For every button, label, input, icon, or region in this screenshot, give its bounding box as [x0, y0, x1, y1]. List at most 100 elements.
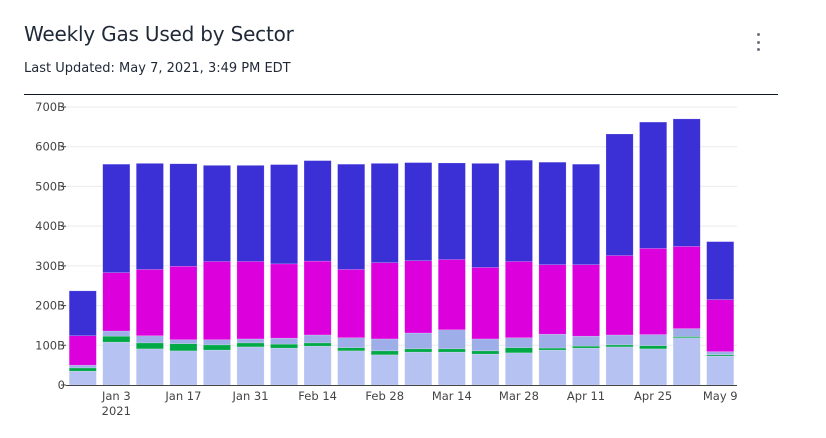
bar-segment: [572, 345, 600, 349]
x-tick-label: Mar 14: [432, 389, 472, 403]
bar-stack: [68, 290, 97, 386]
bar-stack: [270, 164, 298, 386]
bar-segment: [505, 261, 533, 338]
bar-segment: [68, 364, 97, 369]
bar-stack: [538, 161, 567, 386]
x-tick-label: Feb 28: [365, 389, 404, 403]
y-tick-label: 600B: [35, 140, 65, 154]
bar-stack: [370, 163, 399, 386]
bar-segment: [236, 261, 265, 340]
bar-stack: [706, 241, 735, 386]
bar-segment: [538, 264, 567, 335]
bar-segment: [572, 163, 600, 265]
bar-segment: [270, 347, 298, 386]
bar-stack: [203, 165, 231, 386]
bar-segment: [404, 260, 433, 334]
bar-segment: [303, 345, 332, 386]
bar-segment: [706, 355, 735, 386]
bar-segment: [437, 351, 466, 386]
x-tick-label: May 9: [703, 389, 738, 403]
x-tick-label: Jan 31: [232, 389, 269, 403]
bar-segment: [68, 370, 97, 386]
bar-segment: [102, 335, 131, 343]
bar-segment: [538, 161, 567, 265]
x-tick-label: Jan 3: [101, 389, 131, 403]
bar-segment: [437, 259, 466, 331]
bar-segment: [437, 348, 466, 353]
bar-segment: [68, 335, 97, 366]
bar-segment: [404, 348, 433, 353]
bar-segment: [236, 165, 265, 262]
bar-stack: [471, 163, 500, 386]
bar-stack: [236, 165, 265, 386]
bar-segment: [236, 346, 265, 386]
bar-stack: [437, 162, 466, 386]
chart-title: Weekly Gas Used by Sector: [24, 22, 294, 46]
bar-segment: [505, 159, 533, 262]
bar-segment: [572, 264, 600, 337]
bar-segment: [672, 328, 701, 337]
bar-stack: [169, 163, 198, 386]
bar-segment: [102, 341, 131, 386]
bar-segment: [605, 255, 634, 336]
kebab-menu-icon[interactable]: [748, 30, 768, 54]
bar-segment: [437, 162, 466, 260]
bar-segment: [337, 337, 366, 348]
bar-segment: [203, 339, 231, 346]
bar-segment: [471, 350, 500, 355]
last-updated: Last Updated: May 7, 2021, 3:49 PM EDT: [24, 61, 291, 76]
bar-segment: [538, 347, 567, 351]
bar-segment: [68, 367, 97, 372]
bar-segment: [169, 343, 198, 352]
bar-segment: [270, 343, 298, 349]
y-tick-label: 400B: [35, 219, 65, 233]
bar-segment: [404, 351, 433, 386]
bar-segment: [605, 346, 634, 386]
bar-segment: [102, 163, 131, 273]
bar-segment: [337, 163, 366, 270]
bar-segment: [270, 164, 298, 265]
bar-segment: [68, 290, 97, 337]
bar-segment: [169, 163, 198, 267]
bar-segment: [672, 118, 701, 247]
bar-segment: [437, 329, 466, 350]
bar-stack: [136, 163, 164, 386]
bar-stack: [605, 133, 634, 386]
y-tick-label: 500B: [35, 179, 65, 193]
bar-stack: [337, 163, 366, 386]
bar-segment: [605, 334, 634, 346]
bar-segment: [236, 338, 265, 344]
bar-segment: [471, 163, 500, 268]
x-tick-label: Jan 17: [164, 389, 201, 403]
bar-segment: [136, 342, 164, 350]
bar-segment: [270, 263, 298, 339]
bar-segment: [136, 335, 164, 344]
bar-stack: [102, 163, 131, 386]
bar-segment: [706, 241, 735, 300]
x-tick-label: Apr 11: [567, 389, 605, 403]
bar-segment: [706, 351, 735, 356]
x-tick-sublabel: 2021: [102, 404, 131, 418]
bar-segment: [605, 344, 634, 348]
bar-segment: [102, 272, 131, 332]
bar-segment: [471, 353, 500, 386]
y-tick-label: 0: [58, 378, 65, 392]
bar-segment: [169, 350, 198, 386]
bar-segment: [505, 352, 533, 386]
bar-segment: [605, 133, 634, 256]
bar-segment: [370, 262, 399, 340]
header-divider: [24, 94, 778, 95]
bar-segment: [639, 345, 667, 350]
bar-segment: [672, 246, 701, 329]
bar-segment: [136, 163, 164, 270]
bar-segment: [102, 330, 131, 337]
bar-stack: [505, 159, 533, 386]
bar-segment: [169, 266, 198, 340]
bar-segment: [404, 162, 433, 261]
bar-segment: [203, 165, 231, 262]
bar-segment: [203, 349, 231, 386]
bar-segment: [370, 338, 399, 352]
bar-segment: [505, 347, 533, 354]
bar-stack: [672, 118, 701, 386]
bar-segment: [572, 335, 600, 347]
